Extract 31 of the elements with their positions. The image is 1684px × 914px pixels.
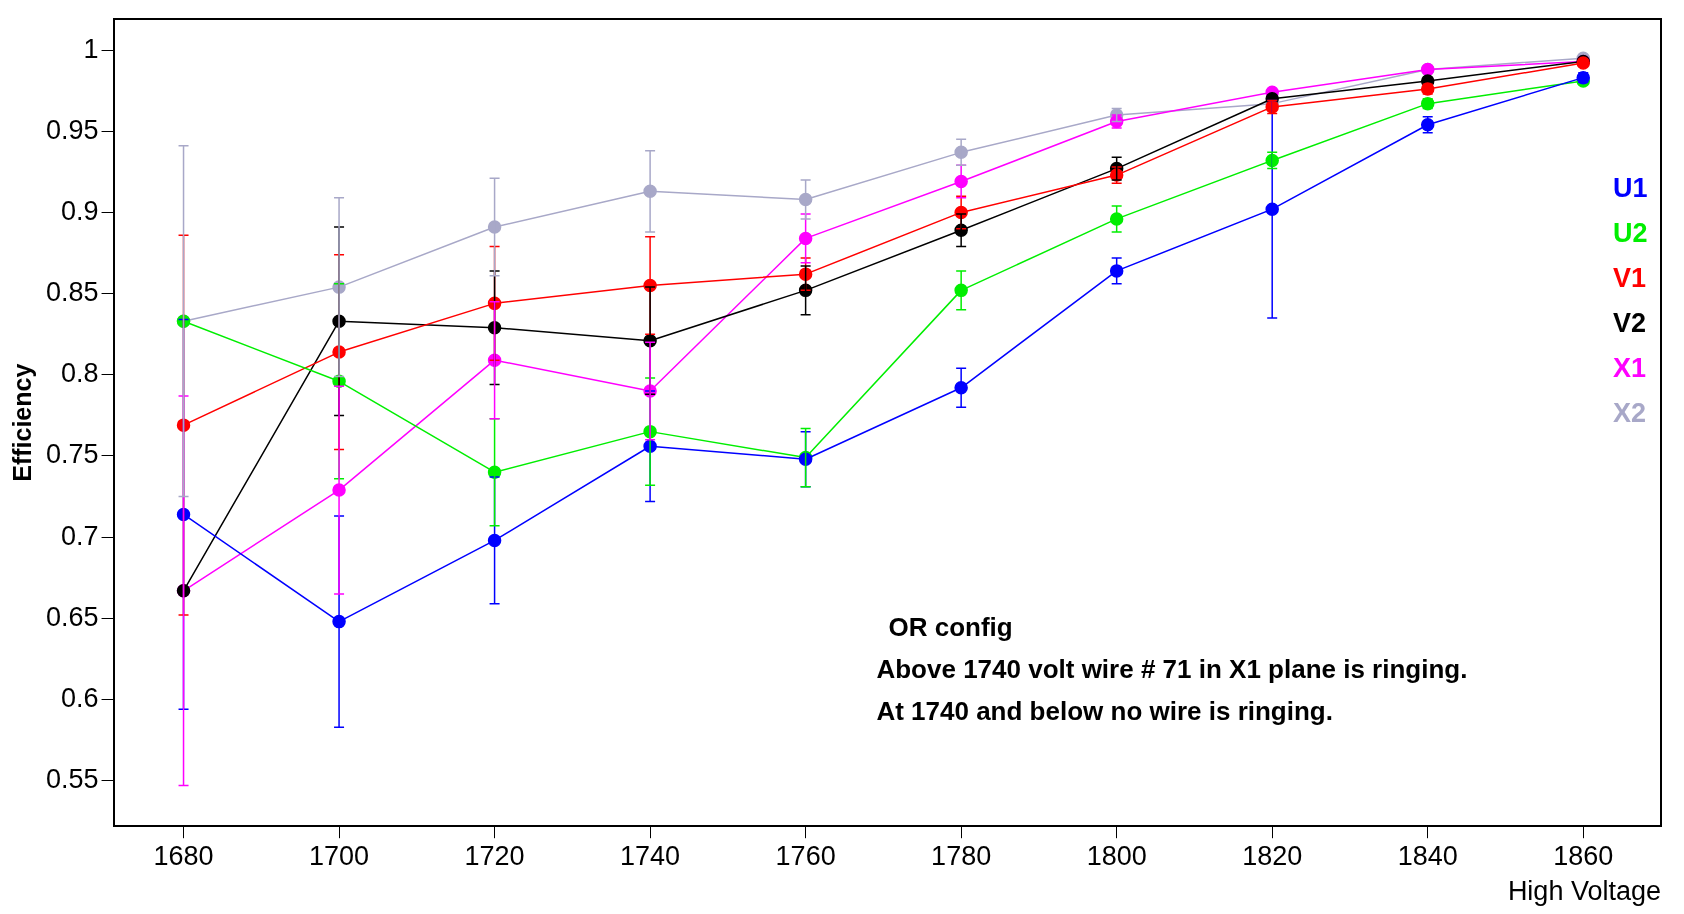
text: V2 xyxy=(1613,307,1647,338)
text: U2 xyxy=(1613,217,1648,248)
y-tick-label: 0.55 xyxy=(45,764,99,795)
y-tick-label: 1 xyxy=(83,33,99,64)
x-tick-label: 1820 xyxy=(1242,840,1303,871)
y-tick-label: 0.95 xyxy=(45,114,99,145)
x-tick-label: 1740 xyxy=(620,840,681,871)
x-axis-title: High Voltage xyxy=(1507,876,1661,907)
y-tick-label: 0.65 xyxy=(45,601,99,632)
x-tick-label: 1760 xyxy=(775,840,836,871)
text: X2 xyxy=(1613,397,1647,428)
text: U1 xyxy=(1613,172,1648,203)
y-tick-label: 0.9 xyxy=(61,195,99,226)
x-tick-label: 1780 xyxy=(931,840,992,871)
x-tick-label: 1800 xyxy=(1086,840,1147,871)
x-tick-label: 1860 xyxy=(1553,840,1614,871)
y-tick-label: 0.7 xyxy=(61,520,99,551)
text: V1 xyxy=(1613,262,1647,293)
text: X1 xyxy=(1613,352,1647,383)
annotation: Above 1740 volt wire # 71 in X1 plane is ringing. xyxy=(876,653,1468,684)
y-tick-label: 0.8 xyxy=(61,358,99,389)
x-tick-label: 1680 xyxy=(153,840,214,871)
y-axis-title: Efficiency xyxy=(7,363,36,482)
x-tick-label: 1720 xyxy=(464,840,525,871)
y-tick-label: 0.85 xyxy=(45,277,99,308)
y-tick-label: 0.75 xyxy=(45,439,99,470)
y-tick-label: 0.6 xyxy=(61,683,99,713)
annotation: At 1740 and below no wire is ringing. xyxy=(876,695,1333,726)
x-tick-label: 1700 xyxy=(309,840,370,871)
x-tick-label: 1840 xyxy=(1397,840,1458,871)
annotation: OR config xyxy=(888,611,1013,642)
